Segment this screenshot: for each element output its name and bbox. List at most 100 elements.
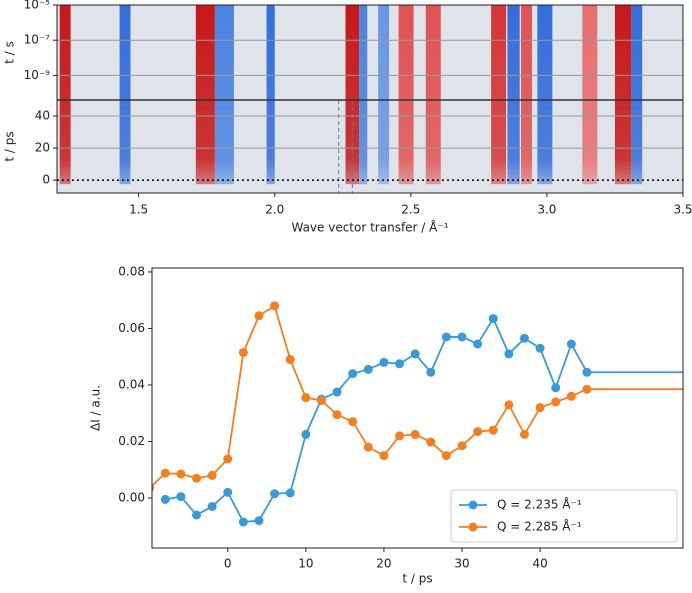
data-point <box>270 301 280 311</box>
data-point <box>519 429 529 439</box>
data-point <box>504 400 514 410</box>
stripe <box>614 5 632 185</box>
data-point <box>410 349 420 359</box>
x-tick-label: 10 <box>298 557 313 571</box>
data-point <box>223 454 233 464</box>
data-point <box>363 442 373 452</box>
data-point <box>551 383 561 393</box>
data-point <box>223 487 233 497</box>
data-point <box>207 470 217 480</box>
y-axis-label: ΔI / a.u. <box>89 385 103 431</box>
data-point <box>379 451 389 461</box>
axes-frame <box>56 4 684 194</box>
data-point <box>410 429 420 439</box>
y-tick-label: 0.00 <box>118 490 145 504</box>
x-tick-label: 40 <box>532 557 547 571</box>
data-point <box>519 333 529 343</box>
stripe <box>359 5 368 185</box>
data-point <box>582 384 592 394</box>
x-tick-label: 3.0 <box>537 203 556 217</box>
data-point <box>176 492 186 502</box>
data-point <box>488 314 498 324</box>
stripe <box>378 5 390 185</box>
data-point <box>551 397 561 407</box>
legend-box <box>450 489 678 543</box>
data-point <box>363 364 373 374</box>
data-point <box>395 359 405 369</box>
data-point <box>441 332 451 342</box>
stripe <box>521 5 532 185</box>
y-tick-label: 10⁻⁹ <box>24 68 51 82</box>
data-point <box>192 473 202 483</box>
stripe <box>266 5 275 185</box>
stripes <box>59 5 643 185</box>
stripe <box>425 5 441 185</box>
data-point <box>301 429 311 439</box>
stripe <box>491 5 507 185</box>
data-point <box>473 339 483 349</box>
stripe <box>537 5 553 185</box>
data-point <box>152 484 155 492</box>
data-point <box>192 510 202 520</box>
data-point <box>566 391 576 401</box>
data-point <box>426 437 436 447</box>
stripe <box>398 5 414 185</box>
data-point <box>254 516 264 526</box>
data-point <box>535 403 545 413</box>
x-axis-label: t / ps <box>402 572 432 586</box>
stripe <box>582 5 598 185</box>
y-tick-label: 10⁻⁵ <box>24 0 51 12</box>
y-tick-label: 0.08 <box>118 264 145 278</box>
y-tick-label: 0.06 <box>118 321 145 335</box>
data-point <box>426 367 436 377</box>
legend-marker <box>468 500 478 510</box>
data-point <box>285 355 295 365</box>
y-tick-label: 40 <box>35 109 50 123</box>
data-point <box>348 369 358 379</box>
data-point <box>582 367 592 377</box>
legend-label: Q = 2.235 Å⁻¹ <box>497 497 582 512</box>
x-axis-label: Wave vector transfer / Å⁻¹ <box>291 220 448 235</box>
stripe <box>507 5 520 185</box>
data-point <box>441 451 451 461</box>
data-point <box>504 349 514 359</box>
data-point <box>270 489 280 499</box>
x-tick-label: 2.5 <box>401 203 420 217</box>
data-point <box>348 417 358 427</box>
heatmap-background <box>57 5 683 193</box>
y-tick-label: 10⁻⁷ <box>24 33 51 47</box>
x-tick-label: 3.5 <box>673 203 692 217</box>
data-point <box>473 427 483 437</box>
data-point <box>316 396 326 406</box>
data-point <box>379 357 389 367</box>
x-tick-label: 20 <box>376 557 391 571</box>
y-axis-label: t / ps <box>3 131 17 161</box>
stripe <box>631 5 643 185</box>
data-point <box>285 488 295 498</box>
data-point <box>332 387 342 397</box>
y-tick-label: 0.02 <box>118 434 145 448</box>
data-point <box>457 441 467 451</box>
data-point <box>254 311 264 321</box>
data-point <box>238 517 248 527</box>
x-tick-label: 0 <box>224 557 232 571</box>
data-point <box>301 393 311 403</box>
stripe <box>195 5 215 185</box>
data-point <box>160 494 170 504</box>
x-tick-label: 30 <box>454 557 469 571</box>
x-tick-label: 1.5 <box>129 203 148 217</box>
data-point <box>457 332 467 342</box>
data-point <box>395 431 405 441</box>
data-point <box>332 410 342 420</box>
stripe <box>59 5 71 185</box>
legend-label: Q = 2.285 Å⁻¹ <box>497 519 582 534</box>
data-point <box>160 468 170 478</box>
y-axis-label: t / s <box>3 41 17 64</box>
data-point <box>238 347 248 357</box>
y-tick-label: 20 <box>35 141 50 155</box>
x-tick-label: 2.0 <box>265 203 284 217</box>
legend-marker <box>468 522 478 532</box>
stripe <box>119 5 131 185</box>
axes-frame <box>151 267 684 549</box>
